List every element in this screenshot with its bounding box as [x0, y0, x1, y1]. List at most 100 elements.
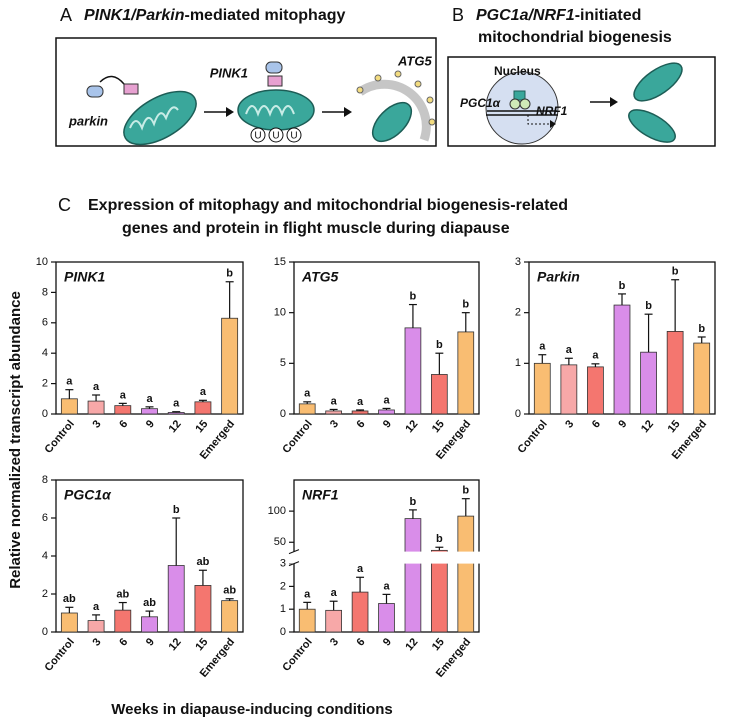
- y-tick-label: 2: [42, 588, 48, 600]
- axis-break-mark: [288, 549, 300, 555]
- significance-label: ab: [63, 593, 76, 605]
- y-axis-label: Relative normalized transcript abundance: [7, 291, 24, 589]
- plot-frame: [293, 261, 480, 415]
- panel-title: PINK1/Parkin-mediated mitophagy: [84, 7, 345, 24]
- significance-label: b: [619, 280, 626, 292]
- x-tick-label: Control: [280, 418, 314, 456]
- x-tick-label: 6: [117, 418, 130, 430]
- x-tick-label: 12: [639, 418, 656, 435]
- panel-title-rest: -mediated mitophagy: [184, 7, 345, 24]
- panel-title: genes and protein in flight muscle durin…: [122, 220, 510, 237]
- chart-title: NRF1: [302, 487, 339, 503]
- y-tick-label: 6: [42, 512, 48, 524]
- atg5-dot: [426, 96, 434, 104]
- significance-label: a: [331, 395, 338, 407]
- significance-label: a: [200, 386, 207, 398]
- atg5-dot: [394, 70, 402, 78]
- bar: [640, 351, 657, 415]
- x-tick-label: 15: [193, 418, 210, 435]
- x-tick-label: 3: [563, 418, 576, 430]
- y-tick-label: 5: [280, 357, 286, 369]
- bar: [60, 612, 78, 633]
- axis-break: [286, 551, 481, 564]
- bar: [693, 342, 711, 415]
- y-tick-label: 100: [268, 505, 286, 517]
- atg5-dot: [356, 86, 364, 94]
- bar: [613, 304, 631, 415]
- significance-label: b: [410, 290, 417, 302]
- bar: [431, 374, 448, 415]
- atg5-dot: [374, 74, 382, 82]
- bar: [378, 603, 395, 633]
- bar: [87, 620, 105, 633]
- y-tick-label: 4: [42, 347, 48, 359]
- y-tick-label: 3: [515, 256, 521, 268]
- plot-frame: [55, 261, 244, 415]
- x-tick-label: 3: [328, 418, 341, 430]
- y-tick-label: 10: [274, 307, 286, 319]
- panel-label: B: [452, 5, 464, 25]
- significance-label: a: [383, 580, 390, 592]
- x-tick-label: 3: [90, 418, 103, 430]
- x-tick-label: Control: [43, 418, 77, 456]
- bar: [457, 515, 475, 633]
- chart-title: ATG5: [301, 269, 339, 285]
- bar: [587, 366, 604, 415]
- significance-label: a: [120, 389, 127, 401]
- panel-title: PGC1a/NRF1-initiated: [476, 7, 641, 24]
- cristae: [245, 105, 295, 117]
- panel-label: A: [60, 5, 72, 25]
- bar: [404, 518, 422, 633]
- y-tick-label: 0: [280, 626, 286, 638]
- bar: [666, 331, 684, 415]
- ubiquitin-label: U: [290, 131, 297, 142]
- significance-label: ab: [116, 588, 129, 600]
- arrowhead: [550, 120, 556, 128]
- pink1-icon: [267, 75, 283, 87]
- panel-title-rest: -initiated: [575, 7, 642, 24]
- phagophore: [357, 79, 431, 142]
- mitochondrion: [237, 89, 315, 131]
- arrowhead: [344, 107, 352, 117]
- bar: [351, 410, 369, 415]
- ubiquitin-label: U: [254, 131, 261, 142]
- bar: [560, 364, 578, 415]
- y-tick-label: 0: [42, 626, 48, 638]
- significance-label: b: [410, 496, 417, 508]
- y-tick-label: 15: [274, 256, 286, 268]
- ubiquitin: [250, 127, 266, 143]
- bar: [378, 409, 395, 415]
- significance-label: a: [566, 344, 573, 356]
- significance-label: ab: [197, 556, 210, 568]
- cristae: [129, 106, 179, 131]
- bar: [114, 609, 132, 633]
- significance-label: a: [304, 388, 311, 400]
- bar: [221, 317, 239, 415]
- x-tick-label: 12: [167, 418, 184, 435]
- significance-label: b: [462, 485, 469, 497]
- panel-title: Expression of mitophagy and mitochondria…: [88, 197, 568, 214]
- y-tick-label: 2: [280, 580, 286, 592]
- x-tick-label: 6: [354, 418, 367, 430]
- bar: [167, 412, 185, 415]
- significance-label: a: [66, 376, 73, 388]
- mitochondrion: [371, 101, 413, 143]
- bar: [221, 600, 239, 633]
- significance-label: b: [436, 533, 443, 545]
- bar: [87, 400, 105, 415]
- bar: [457, 331, 475, 415]
- y-tick-label: 6: [42, 317, 48, 329]
- significance-label: b: [226, 268, 233, 280]
- atg5-dot: [414, 80, 422, 88]
- chart-title: PINK1: [64, 269, 105, 285]
- significance-label: a: [357, 396, 364, 408]
- panel-title-italic: PGC1a/NRF1: [476, 7, 575, 24]
- x-tick-label: 6: [590, 418, 603, 430]
- y-tick-label: 8: [42, 286, 48, 298]
- parkin-icon: [265, 61, 283, 74]
- atg5-dot: [428, 118, 436, 126]
- significance-label: a: [331, 587, 338, 599]
- bar: [194, 401, 212, 415]
- axis-break-mark: [288, 561, 300, 567]
